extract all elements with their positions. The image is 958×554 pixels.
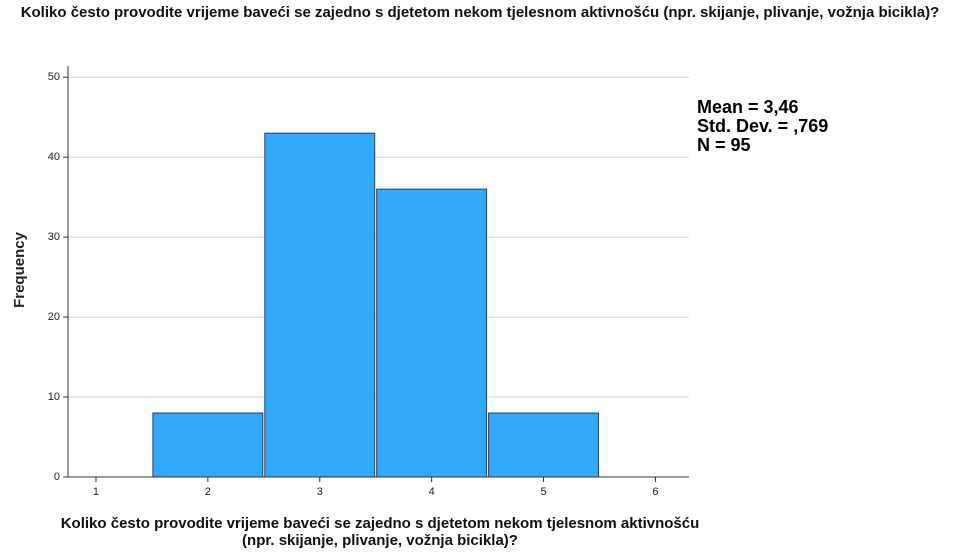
x-tick-label: 6 bbox=[652, 486, 658, 498]
y-axis-label: Frequency bbox=[11, 231, 28, 308]
stat-annotation: Std. Dev. = ,769 bbox=[697, 116, 828, 136]
bar bbox=[376, 188, 488, 478]
chart-title: Koliko često provodite vrijeme baveći se… bbox=[20, 4, 940, 21]
stat-annotation: Mean = 3,46 bbox=[697, 97, 799, 117]
x-tick-label: 2 bbox=[205, 486, 211, 498]
y-tick-label: 0 bbox=[54, 471, 60, 483]
bar bbox=[264, 132, 376, 478]
stat-annotation: N = 95 bbox=[697, 135, 751, 155]
x-axis-label: Koliko često provodite vrijeme baveći se… bbox=[60, 515, 700, 549]
x-tick-label: 4 bbox=[429, 486, 435, 498]
bar bbox=[488, 412, 599, 478]
y-tick-label: 20 bbox=[48, 311, 60, 323]
y-tick-label: 50 bbox=[48, 71, 60, 83]
x-tick-label: 3 bbox=[317, 486, 323, 498]
bar bbox=[152, 412, 264, 478]
x-tick-label: 1 bbox=[93, 486, 99, 498]
x-tick-label: 5 bbox=[540, 486, 546, 498]
y-tick-label: 30 bbox=[48, 231, 60, 243]
y-tick-label: 40 bbox=[48, 151, 60, 163]
y-tick-label: 10 bbox=[48, 391, 60, 403]
